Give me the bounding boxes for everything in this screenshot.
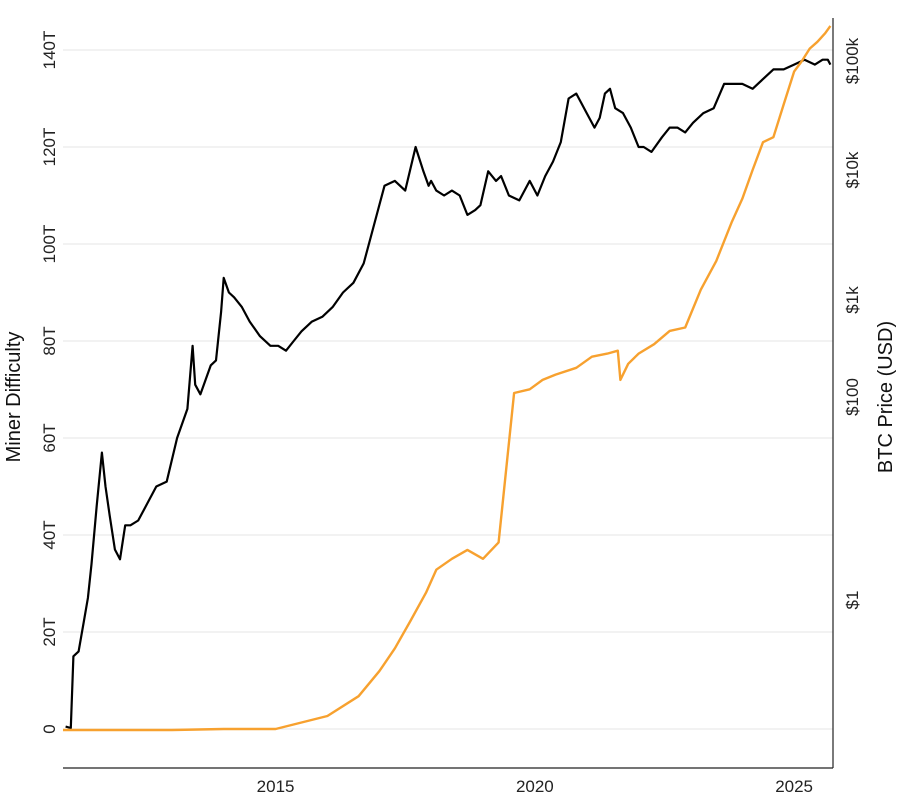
x-tick-label: 2015 bbox=[257, 777, 295, 796]
y-right-tick-label: $10k bbox=[843, 151, 862, 188]
y-right-tick-label: $100k bbox=[843, 37, 862, 84]
y-left-tick-label: 40T bbox=[40, 520, 59, 549]
y-right-axis-title: BTC Price (USD) bbox=[875, 321, 897, 473]
price-line bbox=[63, 25, 832, 732]
difficulty-line bbox=[65, 58, 832, 730]
y-right-tick-label: $1 bbox=[843, 591, 862, 610]
y-right-tick-label: $100 bbox=[843, 378, 862, 416]
series-lines bbox=[63, 25, 832, 732]
x-tick-label: 2020 bbox=[516, 777, 554, 796]
y-left-axis-title: Miner Difficulty bbox=[3, 332, 25, 463]
x-tick-label: 2025 bbox=[775, 777, 813, 796]
y-left-tick-label: 100T bbox=[40, 225, 59, 264]
y-left-tick-label: 0 bbox=[40, 724, 59, 733]
y-left-tick-label: 120T bbox=[40, 128, 59, 167]
y-left-tick-label: 60T bbox=[40, 423, 59, 452]
y-left-tick-label: 80T bbox=[40, 326, 59, 355]
gridlines bbox=[63, 49, 833, 730]
y-left-tick-label: 140T bbox=[40, 31, 59, 70]
y-right-tick-label: $1k bbox=[843, 286, 862, 314]
tick-labels: 0 20T 40T 60T 80T 100T 120T 140T $1 $100 $1k $10k $1… bbox=[40, 31, 862, 796]
axes bbox=[63, 18, 834, 769]
y-left-tick-label: 20T bbox=[40, 617, 59, 646]
